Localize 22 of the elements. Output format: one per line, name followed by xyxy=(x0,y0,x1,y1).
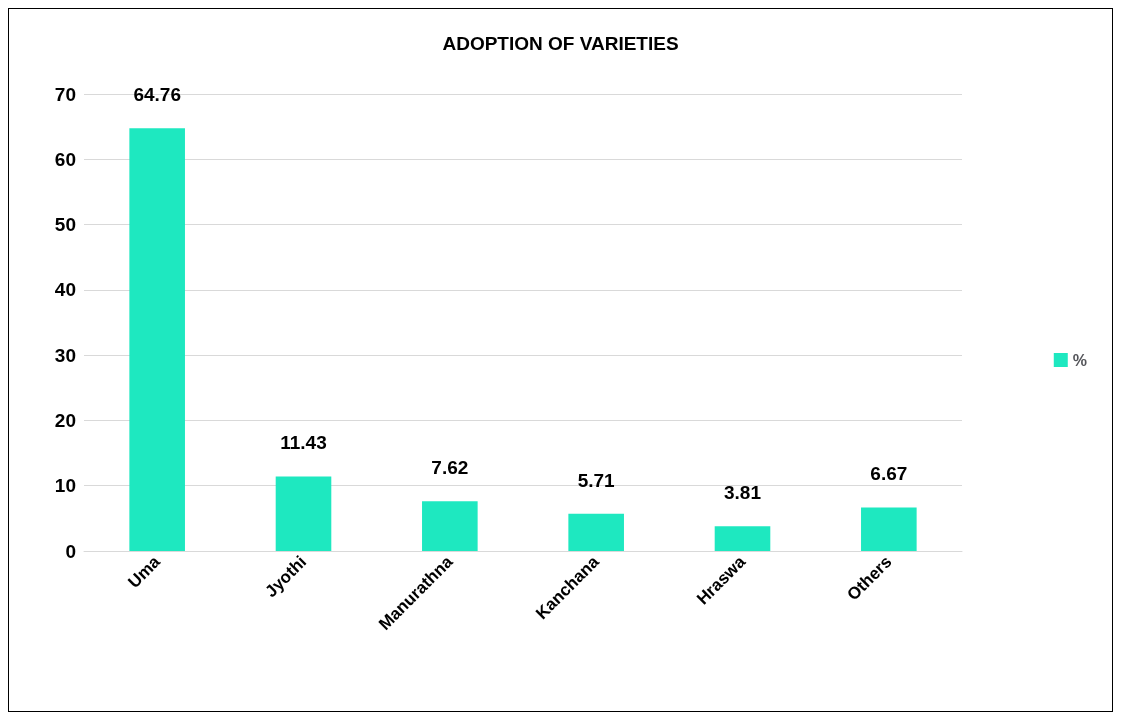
y-tick-label: 50 xyxy=(54,214,76,236)
y-tick-label: 10 xyxy=(54,475,76,497)
bar xyxy=(714,526,771,551)
data-label: 5.71 xyxy=(577,469,616,491)
bar xyxy=(275,476,332,551)
data-label: 11.43 xyxy=(280,432,327,454)
y-tick-label: 60 xyxy=(54,148,76,170)
y-tick-label: 70 xyxy=(54,83,76,105)
y-tick-label: 0 xyxy=(65,540,76,562)
data-label: 3.81 xyxy=(724,482,762,504)
data-label: 64.76 xyxy=(133,84,181,106)
data-label: 7.62 xyxy=(431,457,469,479)
chart-title: ADOPTION OF VARIETIES xyxy=(442,33,679,54)
y-tick-label: 40 xyxy=(54,279,76,301)
legend-label: % xyxy=(1072,351,1088,369)
y-tick-label: 30 xyxy=(54,344,76,366)
bar xyxy=(422,501,478,551)
y-tick-label: 20 xyxy=(54,409,76,431)
bar xyxy=(129,128,185,551)
bar xyxy=(568,513,624,551)
bar xyxy=(861,507,917,551)
data-label: 6.67 xyxy=(870,463,908,485)
